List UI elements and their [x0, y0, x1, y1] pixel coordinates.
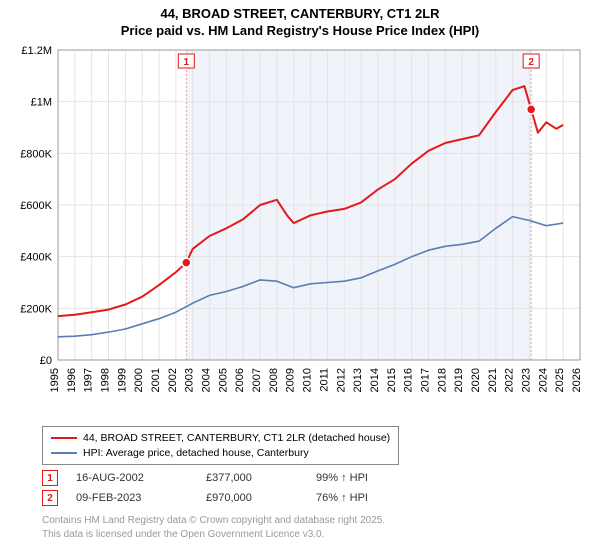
svg-text:2001: 2001	[150, 368, 162, 392]
svg-text:2012: 2012	[335, 368, 347, 392]
marker-hpi-1: 99% ↑ HPI	[316, 472, 426, 484]
svg-text:2015: 2015	[386, 368, 398, 392]
svg-text:2014: 2014	[369, 368, 381, 392]
svg-text:2003: 2003	[184, 368, 196, 392]
svg-text:£200K: £200K	[20, 303, 52, 315]
legend-label-1: 44, BROAD STREET, CANTERBURY, CT1 2LR (d…	[83, 431, 390, 446]
svg-text:2000: 2000	[133, 368, 145, 392]
legend-swatch-1	[51, 437, 77, 439]
svg-text:2013: 2013	[352, 368, 364, 392]
marker-table: 1 16-AUG-2002 £377,000 99% ↑ HPI 2 09-FE…	[42, 468, 426, 508]
svg-text:1: 1	[184, 57, 190, 68]
svg-text:2004: 2004	[201, 368, 213, 392]
svg-text:£800K: £800K	[20, 148, 52, 160]
footer: Contains HM Land Registry data © Crown c…	[42, 514, 385, 541]
marker-date-1: 16-AUG-2002	[76, 472, 206, 484]
svg-text:1999: 1999	[116, 368, 128, 392]
svg-text:2005: 2005	[217, 368, 229, 392]
svg-text:2019: 2019	[453, 368, 465, 392]
title-line-1: 44, BROAD STREET, CANTERBURY, CT1 2LR	[0, 6, 600, 23]
svg-text:2007: 2007	[251, 368, 263, 392]
svg-text:£1M: £1M	[31, 97, 52, 109]
svg-text:2025: 2025	[554, 368, 566, 392]
svg-text:£0: £0	[40, 355, 52, 367]
chart: £0 £200K £400K £600K £800K £1M £1.2M 1995 1996 19…	[10, 46, 590, 416]
marker-date-2: 09-FEB-2023	[76, 492, 206, 504]
legend: 44, BROAD STREET, CANTERBURY, CT1 2LR (d…	[42, 426, 399, 465]
marker-hpi-2: 76% ↑ HPI	[316, 492, 426, 504]
legend-item-2: HPI: Average price, detached house, Cant…	[51, 446, 390, 461]
svg-text:2006: 2006	[234, 368, 246, 392]
svg-text:2018: 2018	[436, 368, 448, 392]
svg-text:2026: 2026	[571, 368, 583, 392]
svg-text:1998: 1998	[100, 368, 112, 392]
marker-badge-1: 1	[42, 470, 58, 486]
title-line-2: Price paid vs. HM Land Registry's House …	[0, 23, 600, 40]
svg-text:2023: 2023	[520, 368, 532, 392]
footer-line-2: This data is licensed under the Open Gov…	[42, 528, 385, 542]
marker-price-2: £970,000	[206, 492, 316, 504]
marker-price-1: £377,000	[206, 472, 316, 484]
legend-label-2: HPI: Average price, detached house, Cant…	[83, 446, 309, 461]
svg-text:£1.2M: £1.2M	[21, 46, 52, 57]
svg-text:2017: 2017	[419, 368, 431, 392]
svg-text:2024: 2024	[537, 368, 549, 392]
svg-text:2008: 2008	[268, 368, 280, 392]
svg-text:2002: 2002	[167, 368, 179, 392]
svg-text:2010: 2010	[302, 368, 314, 392]
marker-row-2: 2 09-FEB-2023 £970,000 76% ↑ HPI	[42, 488, 426, 508]
marker-row-1: 1 16-AUG-2002 £377,000 99% ↑ HPI	[42, 468, 426, 488]
legend-swatch-2	[51, 452, 77, 454]
svg-text:2009: 2009	[285, 368, 297, 392]
svg-text:2020: 2020	[470, 368, 482, 392]
svg-text:1995: 1995	[49, 368, 61, 392]
svg-text:2022: 2022	[504, 368, 516, 392]
title-block: 44, BROAD STREET, CANTERBURY, CT1 2LR Pr…	[0, 0, 600, 40]
svg-text:2: 2	[528, 57, 534, 68]
svg-text:2021: 2021	[487, 368, 499, 392]
legend-item-1: 44, BROAD STREET, CANTERBURY, CT1 2LR (d…	[51, 431, 390, 446]
svg-text:1997: 1997	[83, 368, 95, 392]
marker-badge-2: 2	[42, 490, 58, 506]
svg-text:£600K: £600K	[20, 200, 52, 212]
svg-text:2016: 2016	[403, 368, 415, 392]
svg-text:2011: 2011	[318, 368, 330, 392]
footer-line-1: Contains HM Land Registry data © Crown c…	[42, 514, 385, 528]
svg-text:£400K: £400K	[20, 252, 52, 264]
svg-text:1996: 1996	[66, 368, 78, 392]
